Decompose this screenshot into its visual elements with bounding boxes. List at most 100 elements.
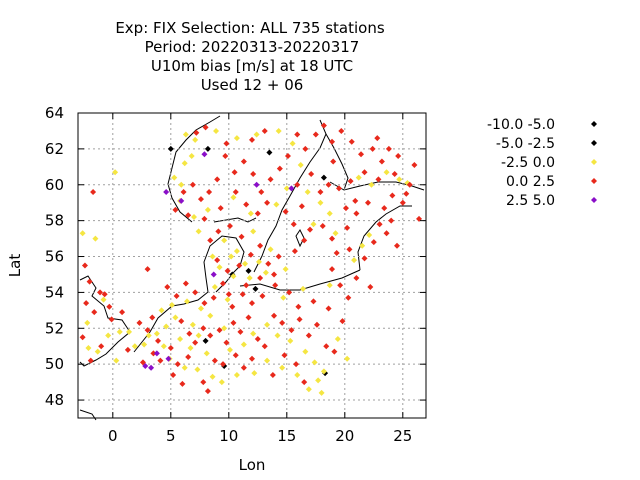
point-2-77	[218, 379, 225, 386]
y-tick-label-6: 60	[45, 176, 64, 194]
point-3-65	[329, 235, 336, 242]
point-2-100	[188, 153, 195, 160]
point-2-88	[126, 328, 133, 335]
title-line-1: Exp: FIX Selection: ALL 735 stations	[115, 19, 385, 37]
point-3-164	[294, 181, 301, 188]
point-4-4	[142, 362, 149, 369]
y-tick-label-2: 52	[45, 319, 64, 337]
point-3-77	[348, 138, 355, 145]
point-3-117	[353, 275, 360, 282]
point-2-31	[247, 210, 254, 217]
point-3-84	[267, 176, 274, 183]
point-2-70	[305, 386, 312, 393]
point-3-171	[385, 145, 392, 152]
point-2-57	[366, 232, 373, 238]
point-2-33	[191, 214, 197, 221]
point-2-67	[311, 359, 318, 366]
grid	[78, 112, 426, 418]
point-3-108	[336, 185, 342, 192]
point-3-66	[344, 224, 351, 231]
point-3-37	[325, 305, 332, 312]
point-2-44	[297, 162, 304, 169]
point-3-17	[185, 354, 192, 360]
point-3-132	[232, 352, 239, 359]
point-3-26	[254, 336, 261, 343]
point-3-74	[378, 158, 385, 165]
point-3-153	[226, 223, 233, 230]
legend-marker-0	[591, 121, 597, 127]
point-2-26	[221, 237, 228, 244]
point-3-162	[352, 197, 359, 204]
point-3-126	[269, 371, 276, 378]
point-3-134	[211, 357, 218, 364]
point-4-9	[253, 181, 260, 188]
point-2-46	[304, 188, 311, 195]
point-3-73	[395, 153, 402, 160]
point-4-5	[148, 364, 155, 371]
point-2-89	[105, 332, 112, 339]
point-3-139	[150, 350, 157, 357]
point-3-95	[172, 206, 179, 213]
coastline-britain	[79, 275, 131, 367]
axes: 0 5 10 15 20 25 48 50 52 54 56 58 60 62 64 Lon Lat	[6, 104, 427, 474]
point-3-16	[174, 361, 181, 368]
point-2-14	[187, 345, 194, 352]
point-3-30	[288, 327, 295, 334]
point-3-45	[229, 303, 236, 310]
point-3-69	[381, 205, 388, 212]
legend-marker-3	[591, 178, 597, 184]
point-2-35	[171, 174, 178, 181]
point-2-42	[275, 127, 282, 134]
point-1-2	[266, 149, 273, 156]
series-3	[79, 122, 423, 395]
point-2-59	[351, 257, 358, 264]
point-3-90	[214, 176, 221, 183]
point-3-20	[207, 332, 214, 339]
x-tick-label-5: 25	[393, 427, 412, 445]
point-3-11	[136, 319, 143, 326]
point-2-15	[195, 332, 202, 339]
legend-marker-2	[591, 159, 597, 165]
point-4-2	[163, 188, 170, 195]
point-2-45	[283, 185, 290, 192]
point-3-102	[264, 199, 271, 206]
island-gotland	[295, 229, 305, 248]
point-2-17	[189, 321, 196, 328]
point-3-136	[204, 388, 211, 395]
point-3-36	[339, 318, 346, 325]
point-2-16	[203, 350, 210, 357]
point-2-92	[85, 345, 92, 352]
point-2-103	[344, 355, 351, 362]
point-2-27	[233, 248, 240, 255]
point-3-57	[247, 251, 254, 258]
point-2-5	[116, 328, 123, 335]
point-2-71	[318, 389, 325, 396]
y-tick-label-3: 54	[45, 283, 64, 301]
legend-label-4: 2.5 5.0	[506, 193, 555, 209]
y-tick-label-5: 58	[45, 212, 64, 230]
point-3-19	[200, 325, 207, 332]
coastline-baltic-east	[357, 205, 412, 271]
point-3-157	[223, 140, 230, 147]
point-2-18	[197, 305, 204, 312]
point-2-99	[204, 206, 211, 213]
point-3-35	[331, 348, 338, 355]
coastline-baltic-south	[239, 269, 361, 291]
point-3-85	[258, 188, 265, 195]
x-tick-label-3: 15	[277, 427, 296, 445]
point-3-12	[149, 314, 156, 321]
point-3-4	[106, 303, 113, 310]
point-3-104	[290, 221, 297, 228]
point-3-58	[257, 242, 264, 249]
point-3-169	[330, 158, 337, 165]
point-1-0	[167, 145, 174, 152]
point-3-8	[108, 316, 115, 323]
point-3-28	[271, 312, 278, 319]
point-3-40	[286, 289, 293, 296]
point-3-1	[81, 262, 88, 269]
point-3-7	[98, 343, 105, 350]
point-3-143	[83, 300, 90, 307]
point-2-84	[207, 312, 214, 319]
point-2-73	[279, 364, 286, 371]
